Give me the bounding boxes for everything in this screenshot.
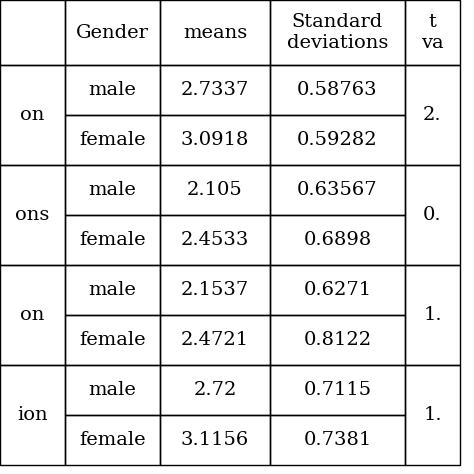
Bar bbox=[270, 315, 405, 365]
Bar bbox=[65, 415, 160, 465]
Text: 0.: 0. bbox=[423, 206, 442, 224]
Text: ons: ons bbox=[15, 206, 50, 224]
Text: 2.105: 2.105 bbox=[187, 181, 243, 199]
Text: 2.: 2. bbox=[423, 106, 442, 124]
Text: 0.7115: 0.7115 bbox=[303, 381, 372, 399]
Bar bbox=[405, 0, 460, 65]
Text: 0.59282: 0.59282 bbox=[297, 131, 378, 149]
Bar bbox=[160, 65, 270, 115]
Bar bbox=[270, 0, 405, 65]
Bar bbox=[160, 265, 270, 315]
Bar bbox=[65, 215, 160, 265]
Text: on: on bbox=[20, 306, 45, 324]
Text: ion: ion bbox=[17, 406, 48, 424]
Text: male: male bbox=[89, 81, 137, 99]
Text: 0.8122: 0.8122 bbox=[303, 331, 372, 349]
Bar bbox=[160, 115, 270, 165]
Text: 1.: 1. bbox=[423, 406, 442, 424]
Text: 0.58763: 0.58763 bbox=[297, 81, 378, 99]
Text: 0.63567: 0.63567 bbox=[297, 181, 378, 199]
Bar bbox=[405, 165, 460, 265]
Bar bbox=[0, 0, 65, 65]
Bar bbox=[160, 415, 270, 465]
Text: Gender: Gender bbox=[76, 24, 149, 42]
Bar bbox=[270, 265, 405, 315]
Text: 1.: 1. bbox=[423, 306, 442, 324]
Text: male: male bbox=[89, 181, 137, 199]
Bar bbox=[270, 165, 405, 215]
Bar bbox=[65, 165, 160, 215]
Text: 3.0918: 3.0918 bbox=[181, 131, 249, 149]
Bar bbox=[0, 365, 65, 465]
Bar bbox=[65, 65, 160, 115]
Bar bbox=[160, 315, 270, 365]
Bar bbox=[160, 215, 270, 265]
Text: male: male bbox=[89, 381, 137, 399]
Bar bbox=[270, 365, 405, 415]
Bar bbox=[160, 0, 270, 65]
Text: female: female bbox=[79, 231, 146, 249]
Text: Standard
deviations: Standard deviations bbox=[287, 13, 388, 52]
Text: 2.7337: 2.7337 bbox=[181, 81, 249, 99]
Bar bbox=[270, 115, 405, 165]
Bar bbox=[65, 265, 160, 315]
Bar bbox=[160, 365, 270, 415]
Bar bbox=[405, 365, 460, 465]
Text: 2.72: 2.72 bbox=[193, 381, 237, 399]
Text: 0.6898: 0.6898 bbox=[303, 231, 372, 249]
Text: t
va: t va bbox=[421, 13, 444, 52]
Bar bbox=[160, 165, 270, 215]
Bar bbox=[0, 165, 65, 265]
Text: 0.6271: 0.6271 bbox=[303, 281, 372, 299]
Text: 2.4533: 2.4533 bbox=[181, 231, 249, 249]
Text: 2.1537: 2.1537 bbox=[181, 281, 249, 299]
Bar bbox=[65, 315, 160, 365]
Text: 2.4721: 2.4721 bbox=[181, 331, 249, 349]
Bar bbox=[270, 215, 405, 265]
Text: female: female bbox=[79, 431, 146, 449]
Text: female: female bbox=[79, 131, 146, 149]
Bar bbox=[65, 115, 160, 165]
Bar bbox=[0, 265, 65, 365]
Bar bbox=[0, 65, 65, 165]
Text: means: means bbox=[183, 24, 247, 42]
Text: on: on bbox=[20, 106, 45, 124]
Bar bbox=[405, 65, 460, 165]
Bar bbox=[65, 0, 160, 65]
Text: 3.1156: 3.1156 bbox=[181, 431, 249, 449]
Text: female: female bbox=[79, 331, 146, 349]
Bar bbox=[270, 415, 405, 465]
Bar bbox=[270, 65, 405, 115]
Bar bbox=[405, 265, 460, 365]
Text: male: male bbox=[89, 281, 137, 299]
Text: 0.7381: 0.7381 bbox=[303, 431, 372, 449]
Bar bbox=[65, 365, 160, 415]
